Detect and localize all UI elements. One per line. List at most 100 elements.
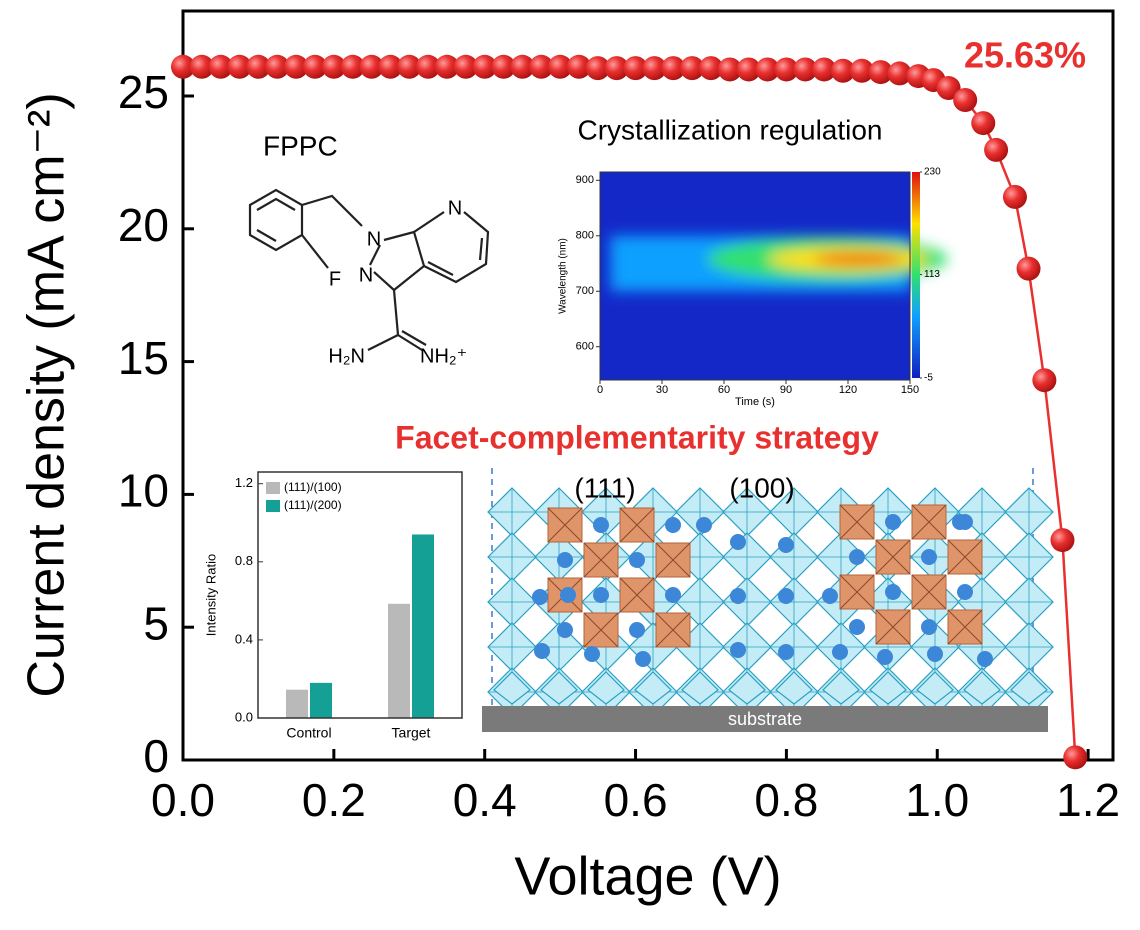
legend-label: (111)/(200)	[284, 498, 342, 512]
cuboctahedron-edge	[583, 542, 619, 578]
colorbar-label: 230	[924, 167, 941, 178]
data-point	[1016, 256, 1041, 281]
colorbar	[912, 172, 920, 378]
cation	[778, 644, 794, 660]
cation	[977, 651, 993, 667]
y-axis-title: Intensity Ratio	[203, 554, 218, 636]
cation	[885, 514, 901, 530]
octahedron	[681, 671, 719, 705]
y-tick-label: 0.4	[235, 631, 253, 646]
y-axis-title: Wavelength (nm)	[558, 238, 569, 314]
y-tick-label: 25	[118, 66, 169, 118]
cation	[885, 584, 901, 600]
diagram-title: Facet-complementarity strategy	[395, 419, 879, 455]
heatmap-field	[610, 235, 948, 292]
octahedron	[587, 671, 625, 705]
y-tick-label: 1.2	[235, 475, 253, 490]
data-point	[971, 111, 996, 136]
cuboctahedron-edge	[583, 612, 619, 648]
atom-label: F	[329, 268, 341, 290]
data-point	[1063, 745, 1088, 770]
x-axis-title: Voltage (V)	[514, 846, 781, 906]
octahedron	[634, 671, 672, 705]
octahedron-edge	[1005, 578, 1053, 626]
data-point	[604, 56, 629, 81]
cation	[635, 651, 651, 667]
data-point	[227, 54, 252, 79]
octahedron-edge	[770, 488, 818, 536]
data-point	[359, 54, 384, 79]
data-point	[830, 58, 855, 83]
cation	[832, 644, 848, 660]
cation	[557, 552, 573, 568]
cation	[593, 517, 609, 533]
y-tick-label: 5	[143, 597, 169, 649]
cation	[849, 549, 865, 565]
data-point	[529, 54, 554, 79]
x-tick-label: 60	[718, 384, 730, 396]
y-tick-label: 900	[576, 174, 594, 186]
data-point	[566, 54, 591, 79]
x-tick-label: 120	[839, 384, 857, 396]
cuboctahedron-edge	[911, 574, 947, 610]
data-point	[340, 54, 365, 79]
octahedron-edge	[1005, 623, 1053, 671]
x-tick-label: 0.4	[453, 774, 517, 826]
octahedron	[728, 671, 766, 705]
y-axis-title: Current density (mA cm⁻²)	[18, 92, 76, 697]
cuboctahedron-edge	[875, 539, 911, 575]
heatmap-band	[813, 253, 904, 266]
data-point	[302, 54, 327, 79]
x-tick-label: 1.2	[1056, 774, 1120, 826]
x-tick-label: Target	[392, 725, 431, 741]
cuboctahedron-edge	[655, 542, 691, 578]
octahedron-edge	[770, 578, 818, 626]
data-point	[755, 57, 780, 82]
data-point	[171, 54, 195, 79]
x-tick-label: Control	[286, 725, 331, 741]
cuboctahedron-edge	[839, 574, 875, 610]
y-tick-label: 15	[118, 332, 169, 384]
data-point	[698, 56, 723, 81]
cation	[877, 649, 893, 665]
data-point	[208, 54, 233, 79]
cuboctahedron-edge	[655, 612, 691, 648]
legend-swatch	[266, 500, 280, 512]
data-point	[246, 54, 271, 79]
data-point	[548, 54, 573, 79]
cuboctahedron-edge	[875, 609, 911, 645]
substrate-label: substrate	[728, 709, 802, 729]
x-tick-label: 1.0	[905, 774, 969, 826]
cuboctahedron-edge	[619, 577, 655, 613]
octahedron	[1010, 671, 1048, 705]
y-tick-label: 0.8	[235, 553, 253, 568]
octahedron-edge	[488, 578, 536, 626]
data-point	[774, 57, 799, 82]
octahedron-edge	[488, 533, 536, 581]
substrate	[482, 706, 1048, 732]
cation	[665, 587, 681, 603]
x-tick-label: 150	[901, 384, 919, 396]
octahedron-edge	[723, 488, 771, 536]
plot-frame	[181, 9, 1115, 762]
molecule-atoms: N N N F H₂N NH₂⁺	[328, 197, 467, 367]
data-point	[472, 54, 497, 79]
facet-label: (111)	[574, 472, 635, 503]
data-point	[397, 54, 422, 79]
data-point	[321, 54, 346, 79]
octahedron	[775, 671, 813, 705]
cation	[921, 619, 937, 635]
legend-label: (111)/(100)	[284, 480, 342, 494]
cation	[730, 588, 746, 604]
cation	[730, 642, 746, 658]
data-point	[284, 54, 309, 79]
cuboctahedron-edge	[911, 504, 947, 540]
cation	[927, 646, 943, 662]
x-tick-label: 0.2	[302, 774, 366, 826]
facet-label: (100)	[729, 472, 794, 503]
data-point	[1050, 528, 1075, 553]
y-tick-label: 600	[576, 341, 594, 353]
data-point	[887, 61, 912, 86]
